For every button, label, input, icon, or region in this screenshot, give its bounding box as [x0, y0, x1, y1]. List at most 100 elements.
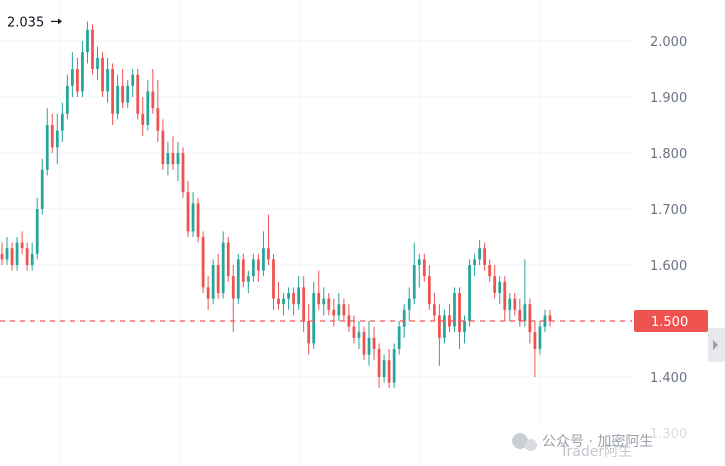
candle — [337, 293, 341, 321]
candle — [357, 321, 361, 349]
candle-body — [443, 315, 446, 338]
candle-body — [81, 52, 84, 92]
candle — [458, 287, 461, 349]
candle — [332, 298, 336, 327]
candle-body — [322, 298, 326, 305]
candle-body — [141, 113, 145, 125]
candle-body — [10, 248, 14, 265]
candle-body — [267, 248, 270, 260]
candle — [55, 113, 59, 165]
candle-body — [347, 315, 351, 327]
candle — [226, 237, 230, 282]
candle — [448, 304, 451, 333]
candle — [141, 97, 145, 137]
candle-body — [377, 349, 381, 377]
candle — [297, 276, 301, 310]
candle — [272, 253, 275, 310]
candle — [533, 321, 537, 377]
candle — [10, 242, 14, 271]
candle — [483, 242, 487, 271]
candle — [488, 259, 492, 282]
candle-body — [407, 298, 411, 310]
candle-body — [357, 332, 361, 338]
candle — [422, 253, 426, 282]
candle-body — [382, 360, 386, 377]
candle-body — [427, 276, 431, 305]
candle-body — [257, 259, 260, 271]
candle-body — [528, 304, 532, 333]
candle-body — [372, 337, 376, 349]
candle — [251, 253, 255, 282]
candle — [81, 41, 84, 97]
candle — [131, 69, 135, 97]
candle-body — [0, 253, 4, 260]
candle-body — [71, 69, 74, 86]
candle — [317, 270, 321, 310]
candle-body — [402, 309, 406, 327]
candle-body — [166, 153, 170, 165]
candle-body — [518, 309, 522, 321]
grid — [0, 0, 632, 466]
candle — [277, 281, 280, 310]
candle — [161, 119, 165, 170]
candle-body — [513, 298, 517, 310]
candle — [342, 298, 346, 321]
candle-body — [116, 85, 120, 114]
candle — [236, 253, 240, 305]
candle-body — [211, 265, 215, 299]
candle — [40, 158, 44, 215]
candle — [216, 253, 220, 299]
candle-body — [392, 349, 396, 383]
candle-body — [5, 248, 9, 260]
candle-body — [25, 248, 29, 265]
candle-body — [287, 293, 290, 299]
high-price-label: 2.035 — [7, 15, 44, 30]
candle — [156, 80, 160, 142]
candle — [412, 242, 416, 305]
candle — [468, 259, 471, 327]
candle-body — [498, 281, 502, 293]
candle — [206, 276, 210, 310]
y-tick-label: 1.900 — [650, 91, 687, 106]
wechat-icon — [512, 433, 528, 449]
candle — [287, 287, 290, 310]
candle-body — [151, 91, 155, 109]
candle-body — [251, 259, 255, 277]
candle — [478, 239, 481, 265]
candle-body — [493, 276, 497, 293]
candle — [151, 69, 155, 114]
candle — [548, 309, 552, 327]
candle — [528, 298, 532, 344]
candle — [191, 192, 195, 237]
candle — [30, 242, 34, 271]
candle — [221, 231, 225, 299]
candle-body — [453, 293, 456, 327]
candle — [121, 69, 125, 109]
candle — [5, 237, 9, 265]
candle-body — [317, 293, 321, 305]
candle-body — [342, 304, 346, 316]
candle-body — [438, 315, 441, 338]
candle — [282, 293, 285, 316]
candle — [186, 181, 190, 237]
candle-body — [397, 326, 401, 349]
candle-body — [60, 113, 64, 131]
candle-body — [307, 321, 311, 344]
candle-body — [101, 57, 104, 92]
candle — [438, 304, 441, 366]
candle — [241, 253, 245, 288]
candle-body — [55, 130, 59, 148]
candle — [166, 141, 170, 176]
candle — [322, 287, 326, 316]
last-price-tag[interactable] — [634, 310, 708, 332]
price-axis[interactable]: 2.0001.9001.8001.7001.6001.5001.4001.500… — [632, 0, 725, 466]
candle — [453, 287, 456, 333]
candle-body — [181, 153, 185, 193]
candle — [86, 21, 89, 64]
candle-body — [186, 192, 190, 232]
price-axis-background[interactable] — [632, 0, 725, 466]
candle — [35, 197, 39, 260]
candle — [392, 343, 396, 389]
